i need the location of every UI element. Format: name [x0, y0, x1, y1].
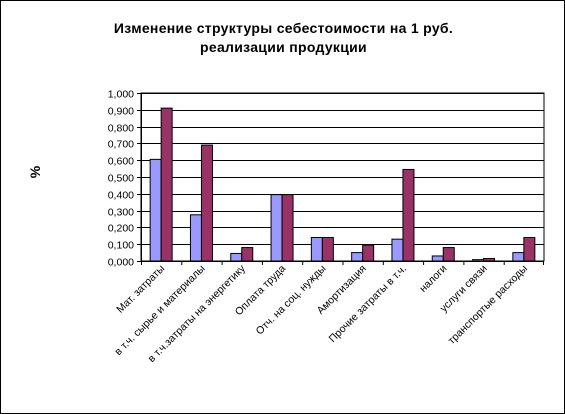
bar — [281, 194, 294, 262]
bar — [200, 144, 213, 262]
x-tick-label: Отч. на соц. нужды — [254, 263, 329, 338]
y-tick-label: 0,000 — [108, 257, 134, 269]
bar — [472, 259, 485, 262]
y-tick-label: 0,600 — [108, 156, 134, 168]
y-tick-label: 0,500 — [108, 173, 134, 185]
bar — [362, 244, 375, 262]
bar — [270, 194, 283, 262]
bar — [310, 236, 323, 262]
x-tick-label: налоги — [417, 263, 449, 295]
bar — [391, 238, 404, 262]
bar — [321, 236, 334, 262]
bar — [402, 168, 415, 262]
y-tick-label: 0,200 — [108, 223, 134, 235]
y-tick-label: 0,100 — [108, 240, 134, 252]
bar — [241, 247, 254, 262]
y-tick-label: 0,700 — [108, 139, 134, 151]
x-tick-label: Прочие затраты в т.ч. — [327, 263, 409, 345]
x-tick-label: транспортые расходы — [446, 263, 530, 347]
bar — [523, 236, 536, 262]
chart-title-line-2: реализации продукции — [200, 39, 367, 55]
bar — [160, 107, 173, 262]
chart-title-line-1: Изменение структуры себестоимости на 1 р… — [113, 20, 454, 36]
bar — [230, 252, 243, 262]
chart-title: Изменение структуры себестоимости на 1 р… — [1, 19, 564, 57]
y-tick-label: 0,300 — [108, 207, 134, 219]
y-tick-label: 0,900 — [108, 106, 134, 118]
bar — [351, 252, 364, 262]
bar — [512, 252, 525, 262]
bar — [483, 257, 496, 262]
bar — [442, 247, 455, 262]
y-tick-label: 0,400 — [108, 190, 134, 202]
bar — [189, 214, 202, 262]
bar — [149, 158, 162, 262]
bar — [431, 255, 444, 262]
y-tick-label: 1,000 — [108, 89, 134, 101]
y-tick-label: 0,800 — [108, 123, 134, 135]
